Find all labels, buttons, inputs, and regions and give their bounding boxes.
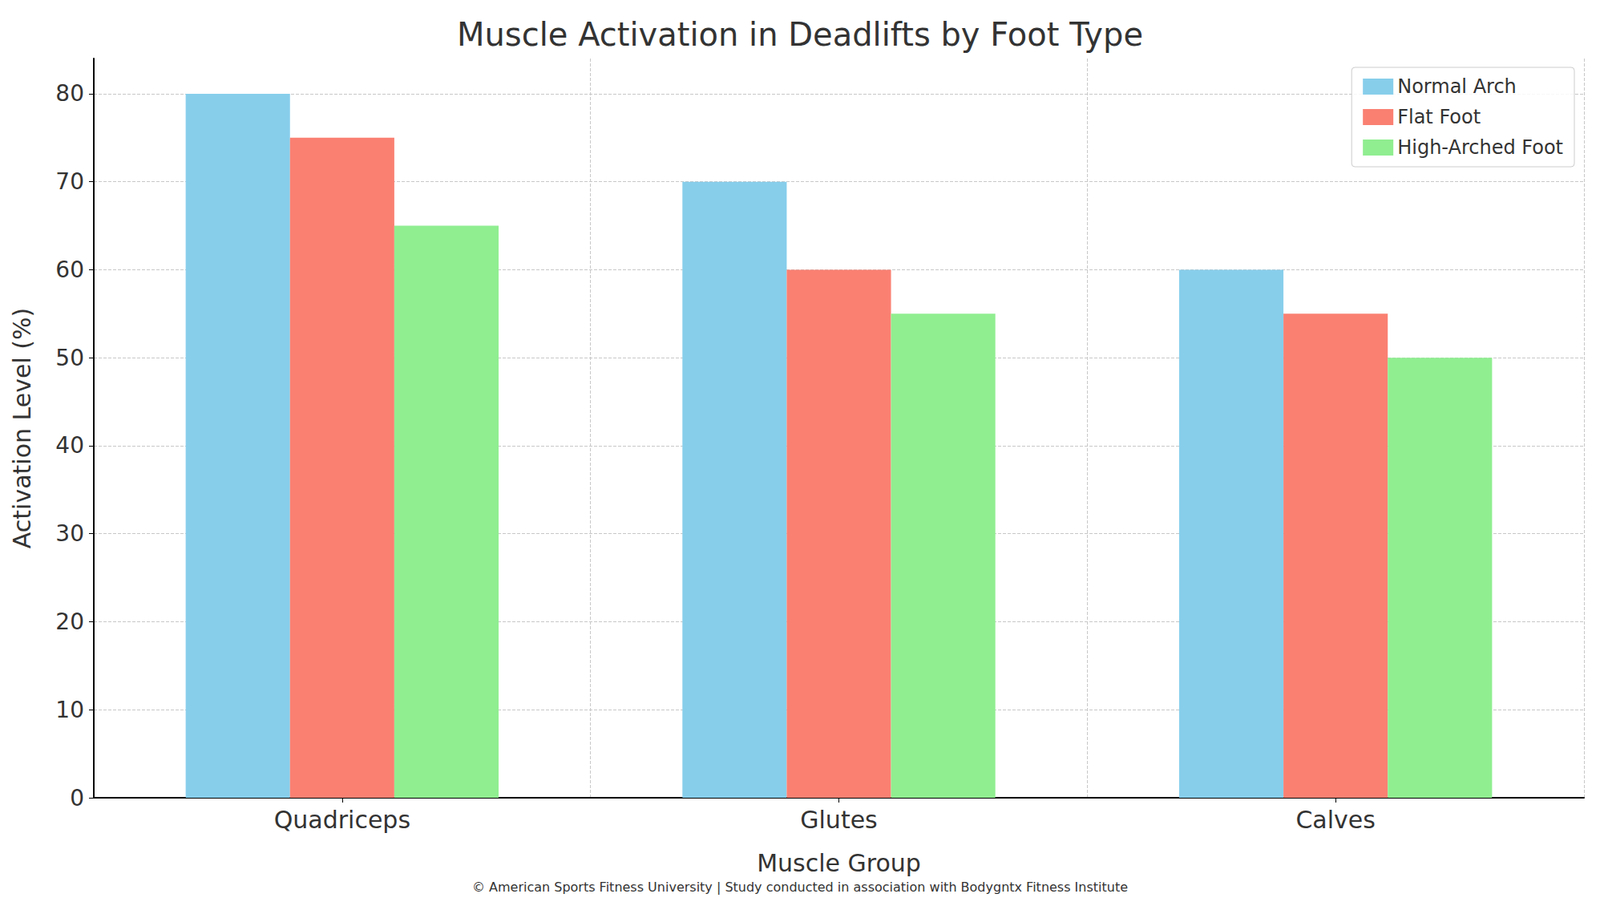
svg-text:0: 0 [69, 784, 85, 812]
svg-text:40: 40 [55, 432, 85, 459]
svg-text:Flat Foot: Flat Foot [1397, 105, 1481, 129]
svg-text:Glutes: Glutes [800, 805, 877, 834]
svg-text:Normal Arch: Normal Arch [1397, 75, 1517, 98]
svg-text:Calves: Calves [1295, 805, 1376, 834]
svg-text:Activation Level (%): Activation Level (%) [8, 307, 37, 549]
svg-text:70: 70 [55, 168, 85, 195]
svg-text:60: 60 [55, 256, 85, 283]
svg-text:High-Arched Foot: High-Arched Foot [1397, 136, 1564, 159]
svg-text:20: 20 [55, 608, 85, 635]
svg-text:10: 10 [55, 696, 85, 724]
svg-text:Quadriceps: Quadriceps [274, 805, 411, 834]
svg-text:80: 80 [55, 80, 85, 107]
svg-text:Muscle Activation in Deadlifts: Muscle Activation in Deadlifts by Foot T… [456, 16, 1144, 53]
svg-text:© American Sports Fitness Univ: © American Sports Fitness University | S… [472, 879, 1128, 895]
svg-text:Muscle Group: Muscle Group [756, 848, 922, 877]
svg-text:50: 50 [55, 344, 85, 372]
svg-text:30: 30 [55, 520, 85, 547]
